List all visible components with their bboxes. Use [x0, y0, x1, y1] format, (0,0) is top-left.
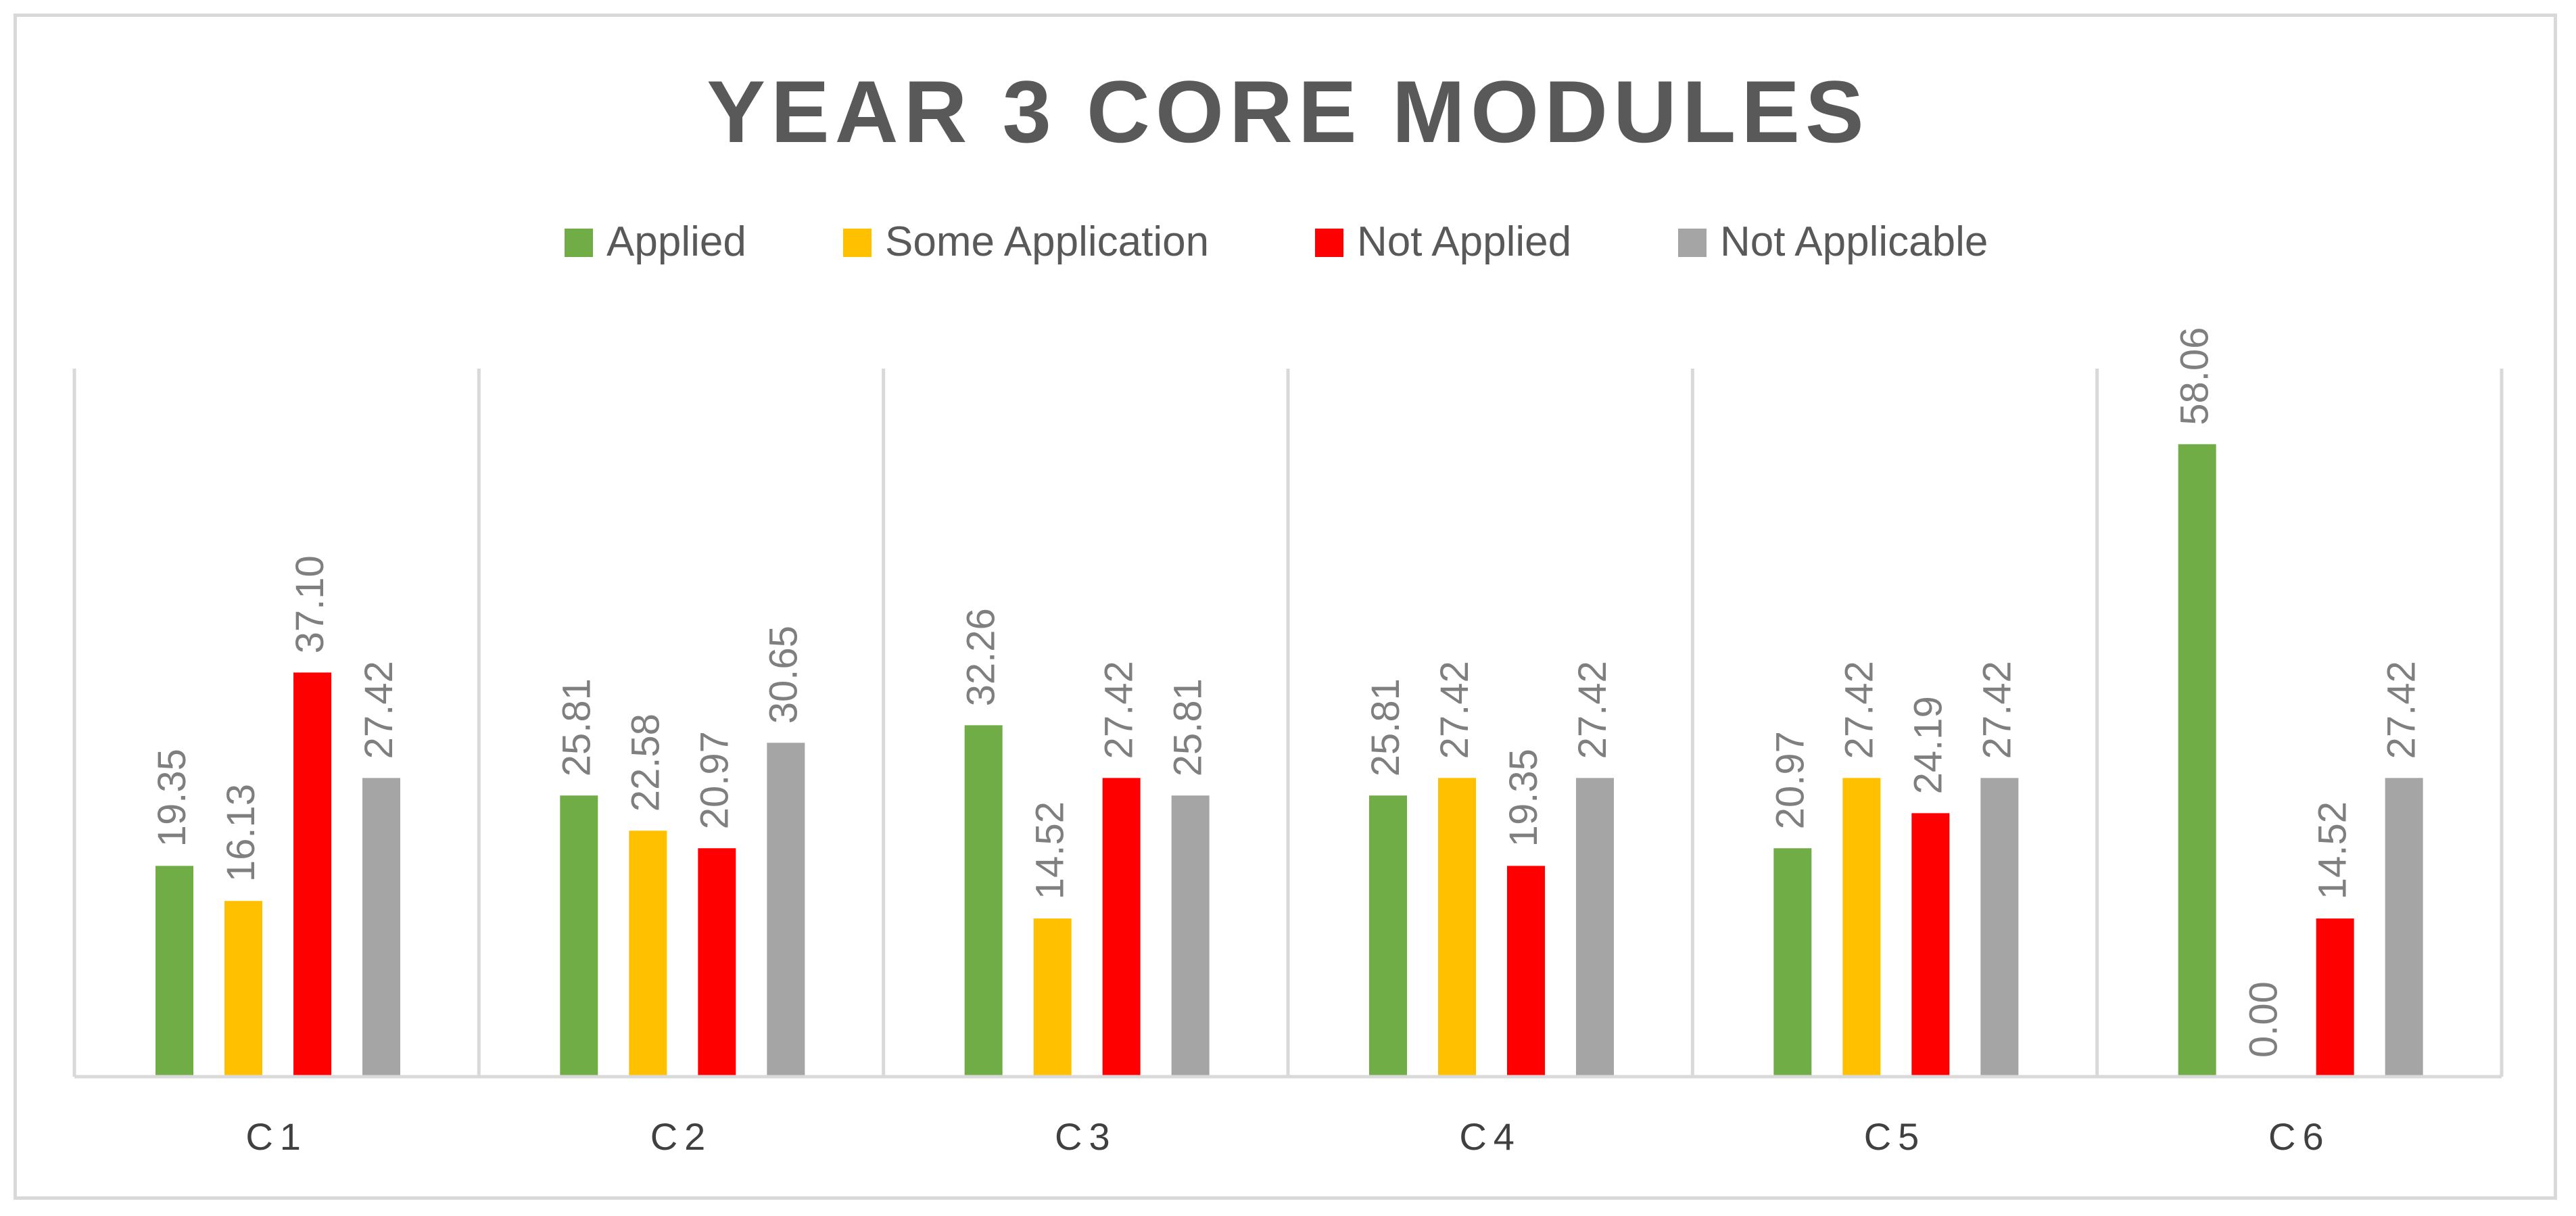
category-label-c3: C3 [1055, 1115, 1117, 1158]
legend-label: Not Applied [1357, 218, 1571, 265]
bar-not-applicable-c3 [1171, 795, 1210, 1077]
chart-frame [14, 14, 2557, 1200]
bar-not-applied-c5 [1911, 813, 1950, 1077]
value-label: 27.42 [2380, 661, 2424, 759]
bar-not-applied-c4 [1507, 866, 1545, 1077]
category-label-c2: C2 [650, 1115, 713, 1158]
bar-some-application-c5 [1842, 778, 1881, 1077]
legend: Applied Some Application Not Applied Not Ap… [565, 218, 1988, 265]
legend-item-applied: Applied [565, 218, 746, 265]
category-label-c5: C5 [1864, 1115, 1926, 1158]
value-label: 30.65 [761, 626, 805, 724]
bar-some-application-c2 [629, 831, 667, 1077]
category-label-c1: C1 [245, 1115, 308, 1158]
bar-some-application-c1 [224, 901, 262, 1077]
bar-some-application-c4 [1438, 778, 1476, 1077]
value-label: 19.35 [150, 749, 194, 847]
bar-not-applicable-c5 [1980, 778, 2019, 1077]
legend-item-not-applied: Not Applied [1315, 218, 1571, 265]
legend-label: Some Application [885, 218, 1209, 265]
value-label: 27.42 [1837, 661, 1881, 759]
legend-swatch [565, 229, 593, 257]
value-label: 19.35 [1502, 749, 1546, 847]
value-label: 25.81 [1364, 678, 1408, 776]
value-label: 25.81 [554, 678, 598, 776]
bar-applied-c2 [560, 795, 598, 1077]
value-label: 37.10 [288, 555, 332, 653]
legend-swatch [1315, 229, 1343, 257]
value-label: 27.42 [1571, 661, 1615, 759]
bar-some-application-c3 [1033, 918, 1072, 1077]
legend-label: Applied [606, 218, 746, 265]
bar-not-applicable-c4 [1576, 778, 1614, 1077]
value-label: 14.52 [2311, 801, 2355, 899]
bar-not-applied-c1 [293, 672, 331, 1077]
value-label: 27.42 [1097, 661, 1141, 759]
value-label: 25.81 [1166, 678, 1210, 776]
value-label: 32.26 [959, 608, 1003, 706]
bars [156, 444, 2423, 1077]
bar-not-applied-c6 [2316, 918, 2354, 1077]
value-label: 27.42 [357, 661, 401, 759]
legend-item-some-application: Some Application [843, 218, 1209, 265]
bar-applied-c1 [156, 866, 193, 1077]
bar-applied-c3 [964, 725, 1003, 1077]
category-label-c6: C6 [2268, 1115, 2331, 1158]
value-label: 20.97 [1768, 731, 1812, 829]
legend-item-not-applicable: Not Applicable [1678, 218, 1988, 265]
bar-not-applied-c2 [698, 848, 736, 1077]
value-label: 24.19 [1906, 696, 1950, 794]
bar-applied-c5 [1773, 848, 1812, 1077]
bar-applied-c4 [1369, 795, 1407, 1077]
category-gridlines [72, 369, 2504, 1077]
category-labels: C1 C2 C3 C4 C5 C6 [245, 1115, 2331, 1158]
value-label: 20.97 [692, 731, 736, 829]
bar-not-applied-c3 [1102, 778, 1141, 1077]
value-label: 0.00 [2242, 981, 2286, 1058]
value-label: 27.42 [1975, 661, 2019, 759]
value-label: 14.52 [1028, 801, 1072, 899]
bar-not-applicable-c6 [2385, 778, 2423, 1077]
value-label: 16.13 [219, 784, 263, 882]
category-label-c4: C4 [1459, 1115, 1521, 1158]
chart-title: YEAR 3 CORE MODULES [707, 62, 1869, 161]
value-label: 27.42 [1433, 661, 1477, 759]
bar-applied-c6 [2178, 444, 2216, 1077]
legend-swatch [843, 229, 872, 257]
legend-label: Not Applicable [1720, 218, 1988, 265]
value-label: 22.58 [623, 714, 667, 812]
legend-swatch [1678, 229, 1707, 257]
value-label: 58.06 [2173, 327, 2217, 425]
bar-not-applicable-c1 [362, 778, 400, 1077]
value-labels: 19.35 16.13 37.10 27.42 25.81 22.58 20.97 30.65… [150, 327, 2424, 1058]
bar-not-applicable-c2 [767, 743, 805, 1077]
